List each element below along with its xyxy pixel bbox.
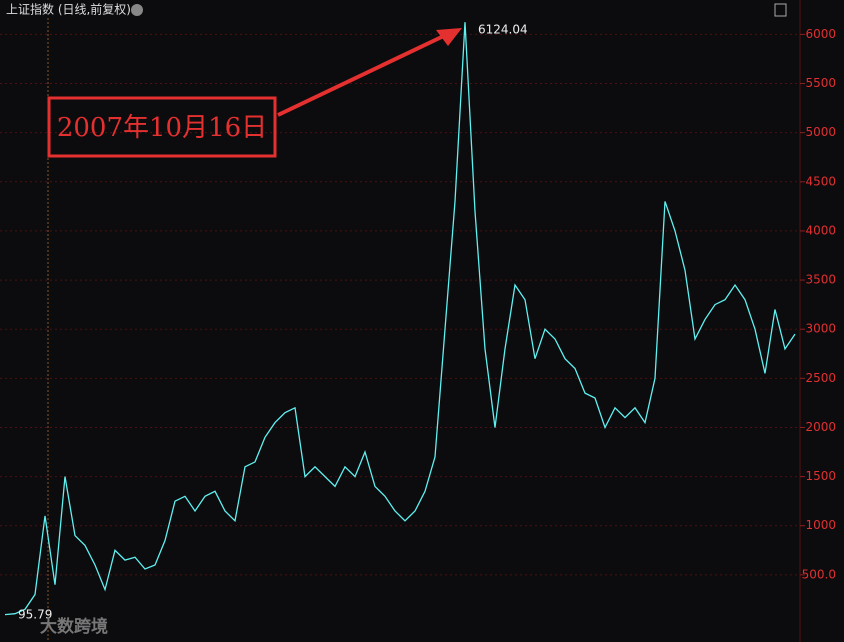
arrow [277, 31, 451, 117]
y-tick-label: 2000 [805, 420, 836, 434]
plot: 500.0 1000 1500 2000 2500 3000 3500 4000 4500 500… [0, 22, 836, 616]
annotation-date: 2007年10月16日 [57, 113, 267, 143]
y-tick-label: 1000 [805, 518, 836, 532]
y-tick-label: 5000 [805, 125, 836, 139]
watermark: 大数跨境 [40, 616, 108, 637]
high-label: 6124.04 [478, 23, 528, 37]
y-tick-label: 4500 [805, 174, 836, 188]
y-tick-label: 500.0 [802, 567, 836, 581]
arrow-head [436, 28, 462, 46]
price-line [4, 22, 796, 616]
y-tick-label: 3500 [805, 273, 836, 287]
y-tick-label: 1500 [805, 469, 836, 483]
y-tick-label: 5500 [805, 76, 836, 90]
y-tick-label: 2500 [805, 371, 836, 385]
window-icon[interactable] [774, 3, 787, 17]
y-tick-label: 6000 [805, 27, 836, 41]
annotation-box [47, 96, 277, 158]
low-label: 95.79 [18, 608, 52, 622]
y-tick-label: 3000 [805, 322, 836, 336]
chart-title: 上证指数 (日线,前复权) [6, 2, 131, 17]
y-tick-label: 4000 [805, 223, 836, 237]
dropdown-icon[interactable] [131, 4, 143, 16]
